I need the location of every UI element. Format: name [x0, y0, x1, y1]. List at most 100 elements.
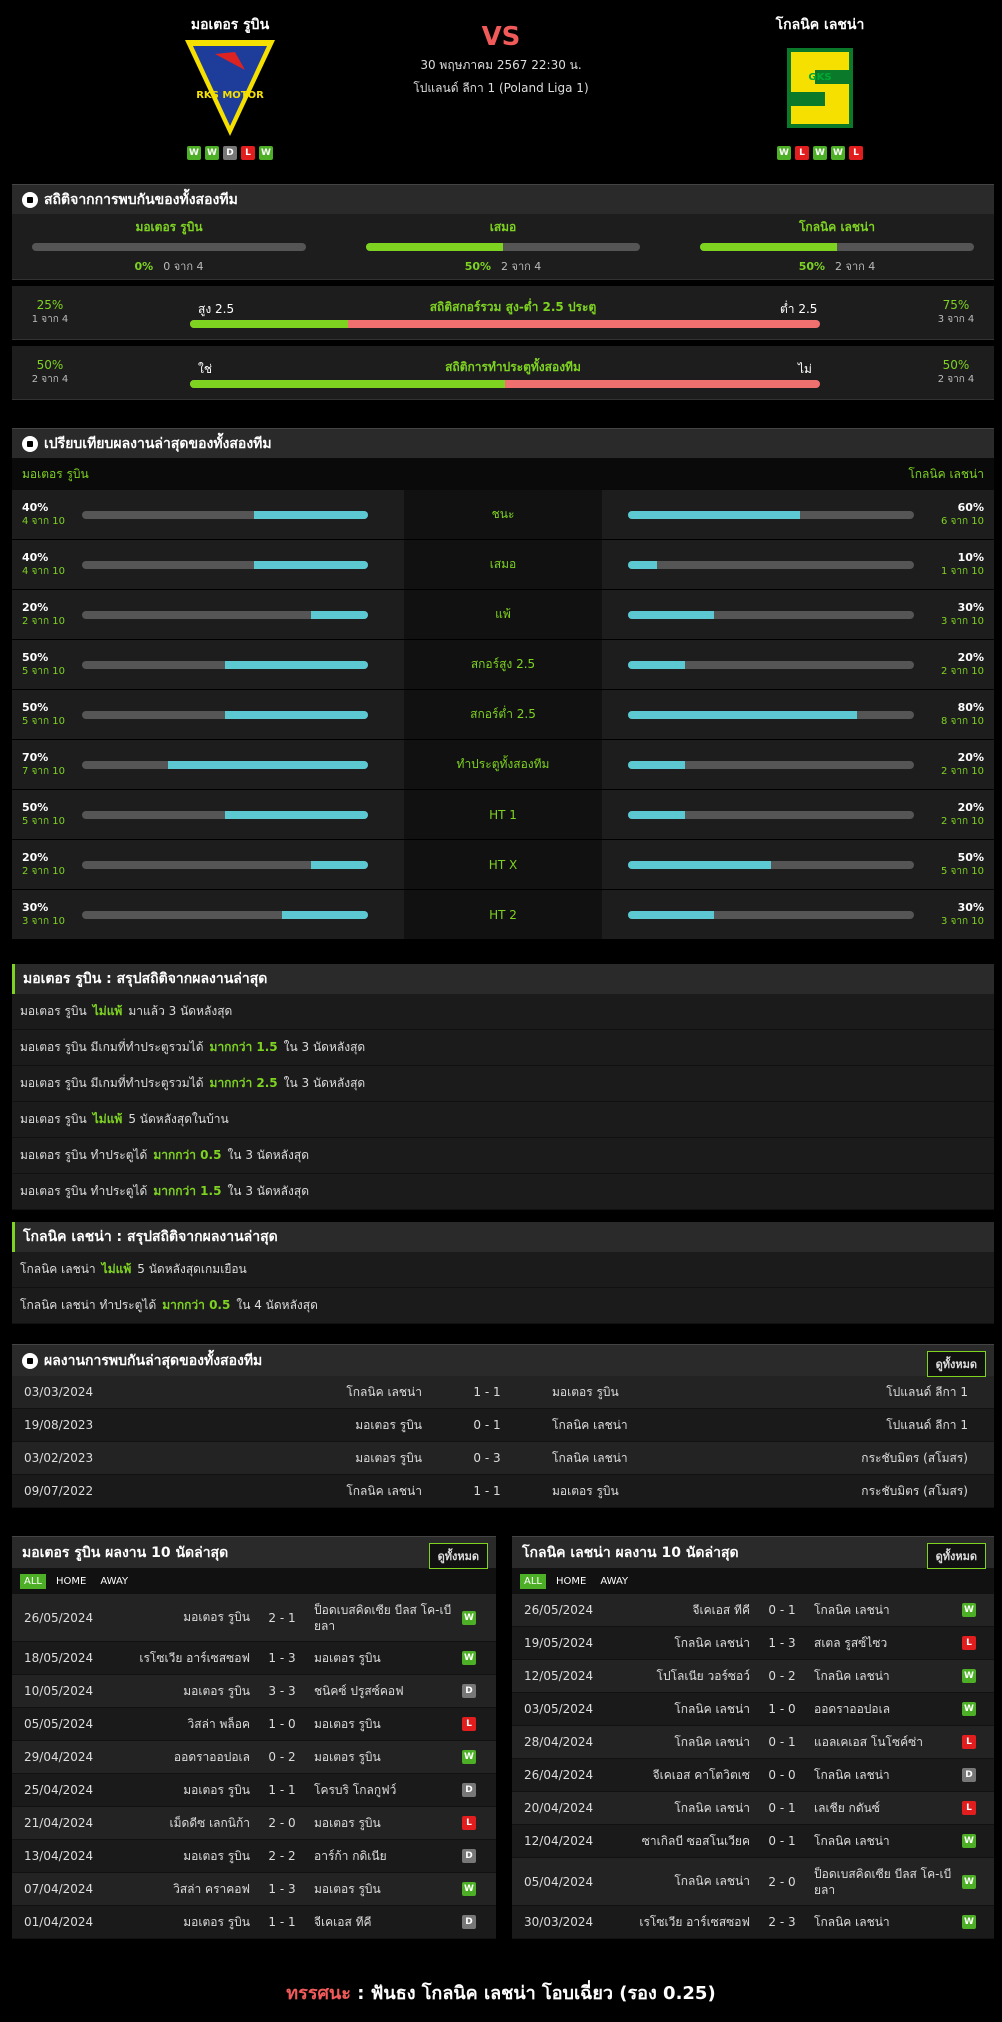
last10-row[interactable]: 29/04/2024 ออดราออปอเล 0 - 2 มอเตอร รูบิน W	[12, 1741, 496, 1774]
btts-bar-fill	[190, 380, 505, 388]
compare-home-count: 3 จาก 10	[22, 915, 65, 927]
h2h-home: โกลนิค เลชน่า	[346, 1384, 422, 1399]
last10-row[interactable]: 01/04/2024 มอเตอร รูบิน 1 - 1 จีเคเอส ทีคี D	[12, 1906, 496, 1939]
filter-tab-away[interactable]: AWAY	[600, 1575, 629, 1587]
h2h-col-count: 2 จาก 4	[835, 260, 876, 273]
last10-home: ซาเกิลบี ซอสโนเวียค	[641, 1833, 750, 1848]
home-last10-title: มอเตอร รูบิน ผลงาน 10 นัดล่าสุด	[22, 1544, 229, 1561]
compare-row: 20% 2 จาก 10 HT X 50% 5 จาก 10	[12, 840, 994, 890]
h2h-row[interactable]: 03/03/2024 โกลนิค เลชน่า 1 - 1 มอเตอร รูบิน…	[12, 1376, 994, 1409]
last10-row[interactable]: 28/04/2024 โกลนิค เลชน่า 0 - 1 แอลเคเอส โนโ…	[512, 1726, 994, 1759]
last10-row[interactable]: 21/04/2024 เม็ดดีซ เลกนิก้า 2 - 0 มอเตอร รู…	[12, 1807, 496, 1840]
last10-row[interactable]: 26/05/2024 จีเคเอส ทีคี 0 - 1 โกลนิค เลชน่า…	[512, 1594, 994, 1627]
compare-away-pct: 60%	[957, 500, 984, 514]
compare-label: ชนะ	[404, 490, 602, 539]
last10-row[interactable]: 30/03/2024 เรโซเวีย อาร์เซสซอฟ 2 - 3 โกลนิค…	[512, 1906, 994, 1939]
last10-row[interactable]: 10/05/2024 มอเตอร รูบิน 3 - 3 ชนิคซ์ ปรูสซ์…	[12, 1675, 496, 1708]
compare-away-bar	[628, 810, 914, 819]
last10-row[interactable]: 25/04/2024 มอเตอร รูบิน 1 - 1 โครบริ โกลกูฟ…	[12, 1774, 496, 1807]
last10-row[interactable]: 13/04/2024 มอเตอร รูบิน 2 - 2 อาร์ก้า กดิเน…	[12, 1840, 496, 1873]
last10-date: 03/05/2024	[524, 1702, 594, 1716]
compare-home-pct: 50%	[22, 700, 49, 714]
last10-date: 13/04/2024	[24, 1849, 94, 1863]
last10-row[interactable]: 12/04/2024 ซาเกิลบี ซอสโนเวียค 0 - 1 โกลนิค…	[512, 1825, 994, 1858]
compare-home-pct: 20%	[22, 600, 49, 614]
compare-home-bar	[82, 560, 368, 569]
last10-date: 10/05/2024	[24, 1684, 94, 1698]
compare-home-pct: 20%	[22, 850, 49, 864]
result-badge: W	[962, 1702, 976, 1716]
result-badge: W	[962, 1834, 976, 1848]
compare-away-pct: 50%	[957, 850, 984, 864]
football-icon	[22, 435, 38, 452]
last10-home: วิสล่า พล็อค	[187, 1716, 250, 1731]
compare-away-count: 2 จาก 10	[941, 665, 984, 677]
last10-row[interactable]: 05/04/2024 โกลนิค เลชน่า 2 - 0 ป็อดเบสคิดเซ…	[512, 1858, 994, 1906]
last10-date: 19/05/2024	[524, 1636, 594, 1650]
last10-score: 1 - 3	[768, 1636, 796, 1650]
h2h-col-pct: 50%	[464, 260, 492, 273]
summary-highlight: ไม่แพ้	[92, 1112, 123, 1126]
away-filter-tabs: ALL HOME AWAY	[512, 1568, 994, 1594]
compare-home-bar	[82, 810, 368, 819]
compare-home-bar	[82, 710, 368, 719]
away-logo-text: GKS	[808, 72, 831, 83]
last10-row[interactable]: 18/05/2024 เรโซเวีย อาร์เซสซอฟ 1 - 3 มอเตอร…	[12, 1642, 496, 1675]
last10-away: มอเตอร รูบิน	[314, 1717, 381, 1731]
h2h-stats-title: สถิติจากการพบกันของทั้งสองทีม	[44, 191, 238, 208]
view-all-h2h-button[interactable]: ดูทั้งหมด	[926, 1351, 986, 1377]
last10-row[interactable]: 05/05/2024 วิสล่า พล็อค 1 - 0 มอเตอร รูบิน L	[12, 1708, 496, 1741]
last10-score: 3 - 3	[268, 1684, 296, 1698]
form-badge: W	[259, 146, 273, 160]
h2h-col-label: มอเตอร รูบิน	[135, 220, 203, 234]
h2h-col: มอเตอร รูบิน 0% 0 จาก 4	[32, 218, 306, 275]
last10-row[interactable]: 20/04/2024 โกลนิค เลชน่า 0 - 1 เลเชีย กดันซ…	[512, 1792, 994, 1825]
last10-away: มอเตอร รูบิน	[314, 1750, 381, 1764]
compare-home-bar	[82, 510, 368, 519]
compare-home-pct: 40%	[22, 500, 49, 514]
football-icon	[22, 1352, 38, 1369]
last10-row[interactable]: 26/05/2024 มอเตอร รูบิน 2 - 1 ป็อดเบสคิดเซี…	[12, 1594, 496, 1642]
btts-left-pct: 50%	[36, 358, 64, 372]
ou-title: สถิติสกอร์รวม สูง-ต่ำ 2.5 ประตู	[429, 300, 597, 314]
last10-away: โกลนิค เลชน่า	[814, 1768, 890, 1782]
home-filter-tabs: ALL HOME AWAY	[12, 1568, 496, 1594]
verdict-sep: :	[357, 1983, 365, 2004]
filter-tab-home[interactable]: HOME	[55, 1575, 87, 1587]
last10-row[interactable]: 07/04/2024 วิสล่า คราคอฟ 1 - 3 มอเตอร รูบิน…	[12, 1873, 496, 1906]
h2h-col-count: 2 จาก 4	[501, 260, 542, 273]
summary-tail: ใน 3 นัดหลังสุด	[283, 1040, 366, 1054]
compare-away-count: 2 จาก 10	[941, 765, 984, 777]
result-badge: W	[962, 1669, 976, 1683]
h2h-row[interactable]: 19/08/2023 มอเตอร รูบิน 0 - 1 โกลนิค เลชน่า…	[12, 1409, 994, 1442]
last10-row[interactable]: 19/05/2024 โกลนิค เลชน่า 1 - 3 สเตล รูสซ์ไซ…	[512, 1627, 994, 1660]
summary-tail: ใน 3 นัดหลังสุด	[227, 1148, 309, 1162]
last10-row[interactable]: 03/05/2024 โกลนิค เลชน่า 1 - 0 ออดราออปอเล W	[512, 1693, 994, 1726]
compare-away-count: 2 จาก 10	[941, 815, 984, 827]
compare-home-pct: 50%	[22, 650, 49, 664]
filter-tab-away[interactable]: AWAY	[100, 1575, 129, 1587]
filter-tab-all[interactable]: ALL	[20, 1573, 46, 1589]
h2h-row[interactable]: 09/07/2022 โกลนิค เลชน่า 1 - 1 มอเตอร รูบิน…	[12, 1475, 994, 1508]
compare-home-bar-fill	[225, 660, 368, 669]
last10-date: 20/04/2024	[524, 1801, 594, 1815]
form-badge: L	[849, 146, 863, 160]
view-all-home-button[interactable]: ดูทั้งหมด	[428, 1543, 488, 1569]
compare-away-bar	[628, 710, 914, 719]
result-badge: L	[962, 1636, 976, 1650]
summary-lead: มอเตอร รูบิน	[20, 1112, 87, 1126]
view-all-away-button[interactable]: ดูทั้งหมด	[926, 1543, 986, 1569]
h2h-row[interactable]: 03/02/2023 มอเตอร รูบิน 0 - 3 โกลนิค เลชน่า…	[12, 1442, 994, 1475]
last10-home: ออดราออปอเล	[173, 1749, 250, 1764]
result-badge: W	[962, 1915, 976, 1929]
filter-tab-home[interactable]: HOME	[555, 1575, 587, 1587]
home-summary-section: มอเตอร รูบิน : สรุปสถิติจากผลงานล่าสุด ม…	[12, 964, 994, 1210]
compare-home-pct: 70%	[22, 750, 49, 764]
last10-row[interactable]: 26/04/2024 จีเคเอส คาโตวิตเซ 0 - 0 โกลนิค เ…	[512, 1759, 994, 1792]
last10-score: 2 - 3	[768, 1915, 796, 1929]
away-team-logo: GKS	[775, 40, 865, 136]
last10-row[interactable]: 12/05/2024 โปโลเนีย วอร์ซอว์ 0 - 2 โกลนิค เ…	[512, 1660, 994, 1693]
last10-home: มอเตอร รูบิน	[183, 1782, 250, 1797]
filter-tab-all[interactable]: ALL	[520, 1573, 546, 1589]
